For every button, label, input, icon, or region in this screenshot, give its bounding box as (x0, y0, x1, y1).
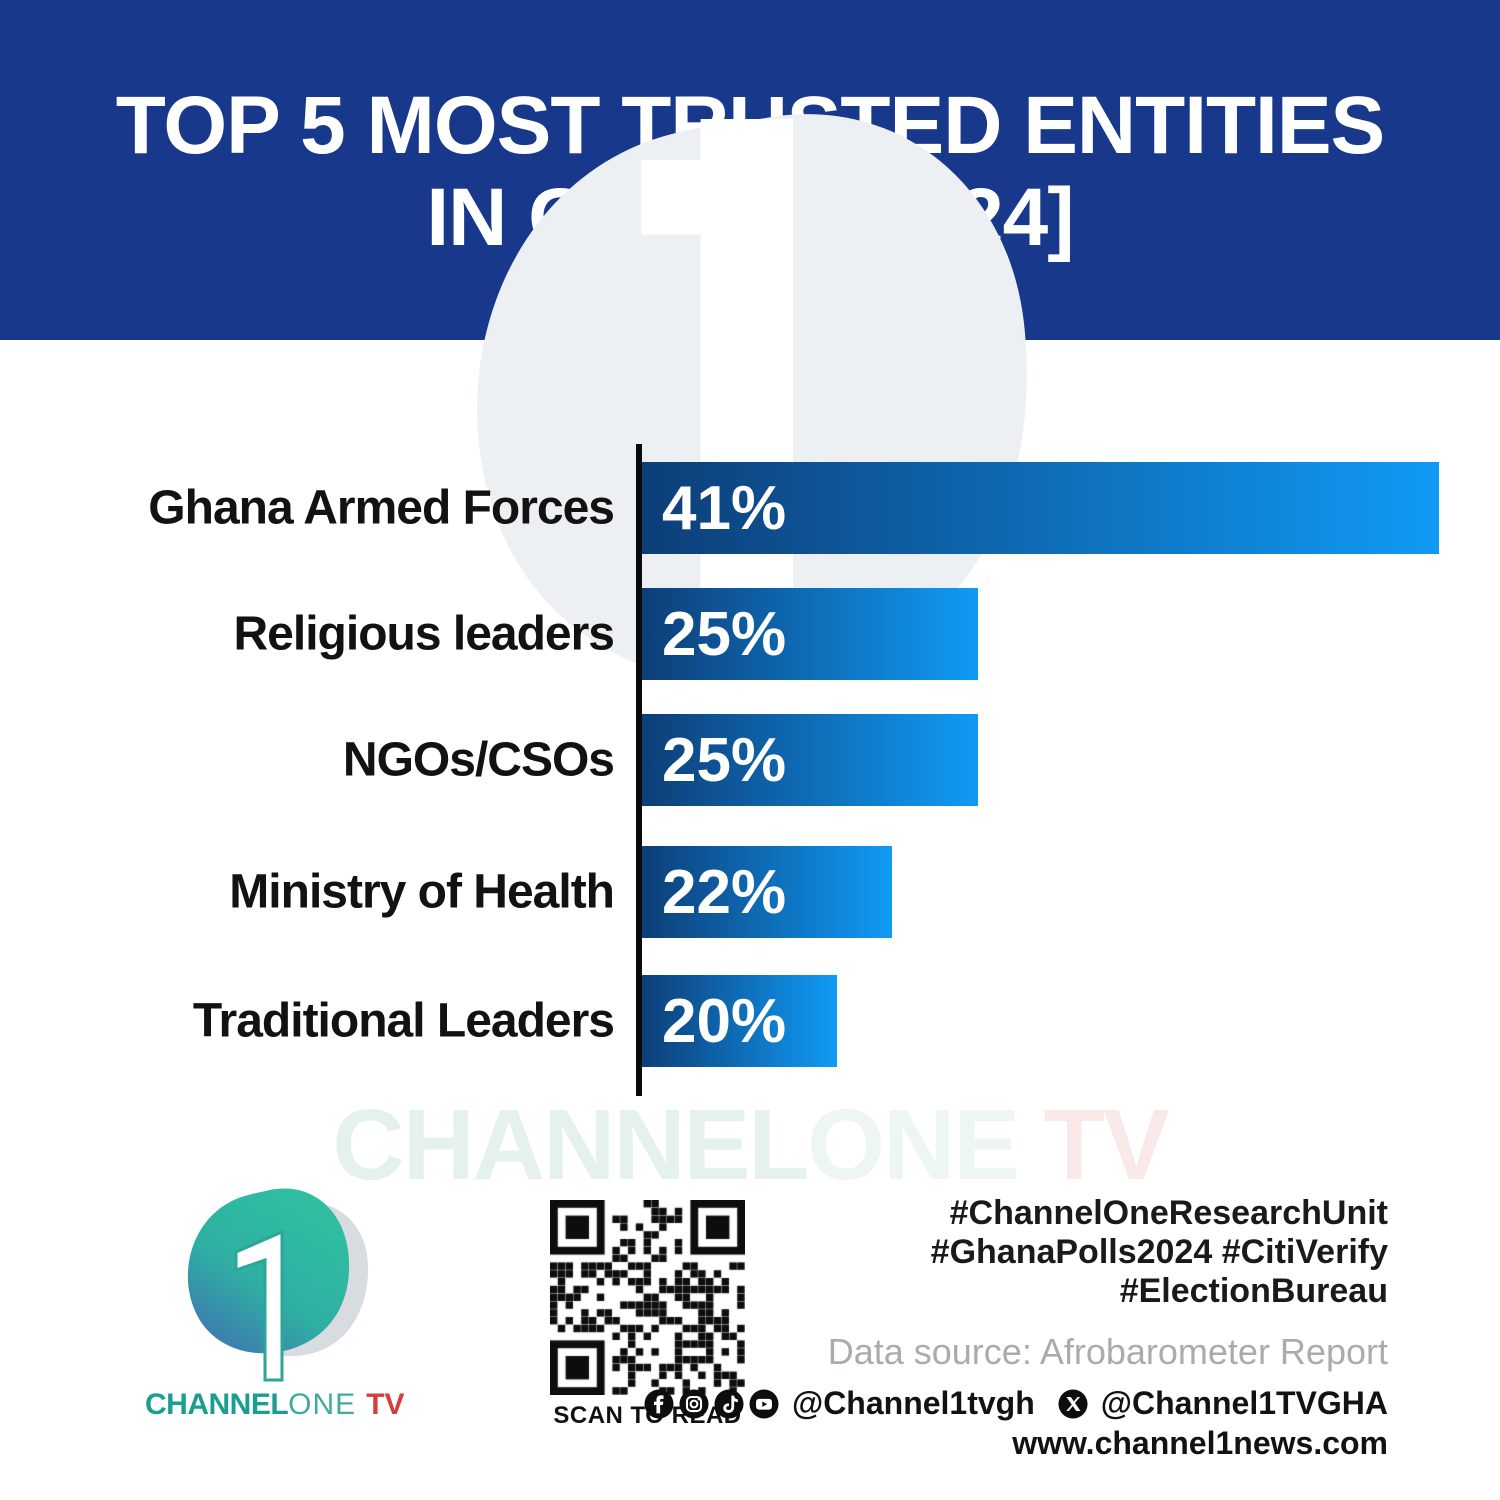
social-handle-main: @Channel1tvgh (791, 1385, 1035, 1421)
watermark: CHANNELONE TV (0, 1088, 1500, 1203)
bar-row: Religious leaders 25% (0, 588, 1500, 680)
watermark-channel: CHANNEL (332, 1089, 809, 1201)
data-source-text: Data source: Afrobarometer Report (827, 1331, 1388, 1372)
bar: 41% (642, 462, 1439, 554)
bar-value-label: 20% (662, 986, 787, 1056)
tiktok-icon (714, 1388, 744, 1419)
hashtag-line: #GhanaPolls2024 #CitiVerify (930, 1233, 1388, 1271)
bar: 20% (642, 975, 837, 1067)
bar-label: Traditional Leaders (192, 994, 615, 1048)
watermark-one: ONE (807, 1089, 1020, 1201)
hashtag-line: #ChannelOneResearchUnit (949, 1194, 1388, 1232)
bar-label: Religious leaders (233, 607, 615, 661)
bar-label: Ghana Armed Forces (148, 481, 615, 535)
bar: 25% (642, 714, 978, 806)
bar-row: NGOs/CSOs 25% (0, 714, 1500, 806)
bar-row: Traditional Leaders 20% (0, 975, 1500, 1067)
logo-wordmark: CHANNELONE TV (145, 1388, 405, 1422)
website-url: www.channel1news.com (1012, 1425, 1388, 1461)
bar: 22% (642, 846, 892, 938)
youtube-icon (749, 1388, 779, 1419)
bar-row: Ministry of Health 22% (0, 846, 1500, 938)
watermark-tv: TV (1018, 1089, 1170, 1201)
logo-one-numeral (234, 1229, 284, 1382)
bar-label: Ministry of Health (229, 865, 615, 919)
brand-tv: TV (366, 1388, 405, 1421)
facebook-icon (644, 1388, 674, 1419)
bar-row: Ghana Armed Forces 41% (0, 462, 1500, 554)
bar-label: NGOs/CSOs (342, 733, 615, 787)
social-row: @Channel1tvgh @Channel1TVGHA (644, 1385, 1388, 1422)
bar-value-label: 22% (662, 857, 787, 927)
footer-right-block: #ChannelOneResearchUnit #GhanaPolls2024 … (644, 1194, 1388, 1462)
bar-value-label: 25% (662, 599, 787, 669)
social-handle-x: @Channel1TVGHA (1100, 1385, 1388, 1421)
x-twitter-icon (1058, 1388, 1088, 1419)
channel-one-logo (187, 1188, 369, 1382)
hashtag-line: #ElectionBureau (1119, 1272, 1388, 1310)
y-axis-line (636, 444, 642, 1096)
brand-channel: CHANNEL (145, 1388, 289, 1421)
bar: 25% (642, 588, 978, 680)
bar-value-label: 41% (662, 473, 787, 543)
bar-value-label: 25% (662, 725, 787, 795)
instagram-icon (679, 1388, 709, 1419)
brand-one: ONE (288, 1388, 357, 1421)
qr-code (550, 1200, 745, 1395)
